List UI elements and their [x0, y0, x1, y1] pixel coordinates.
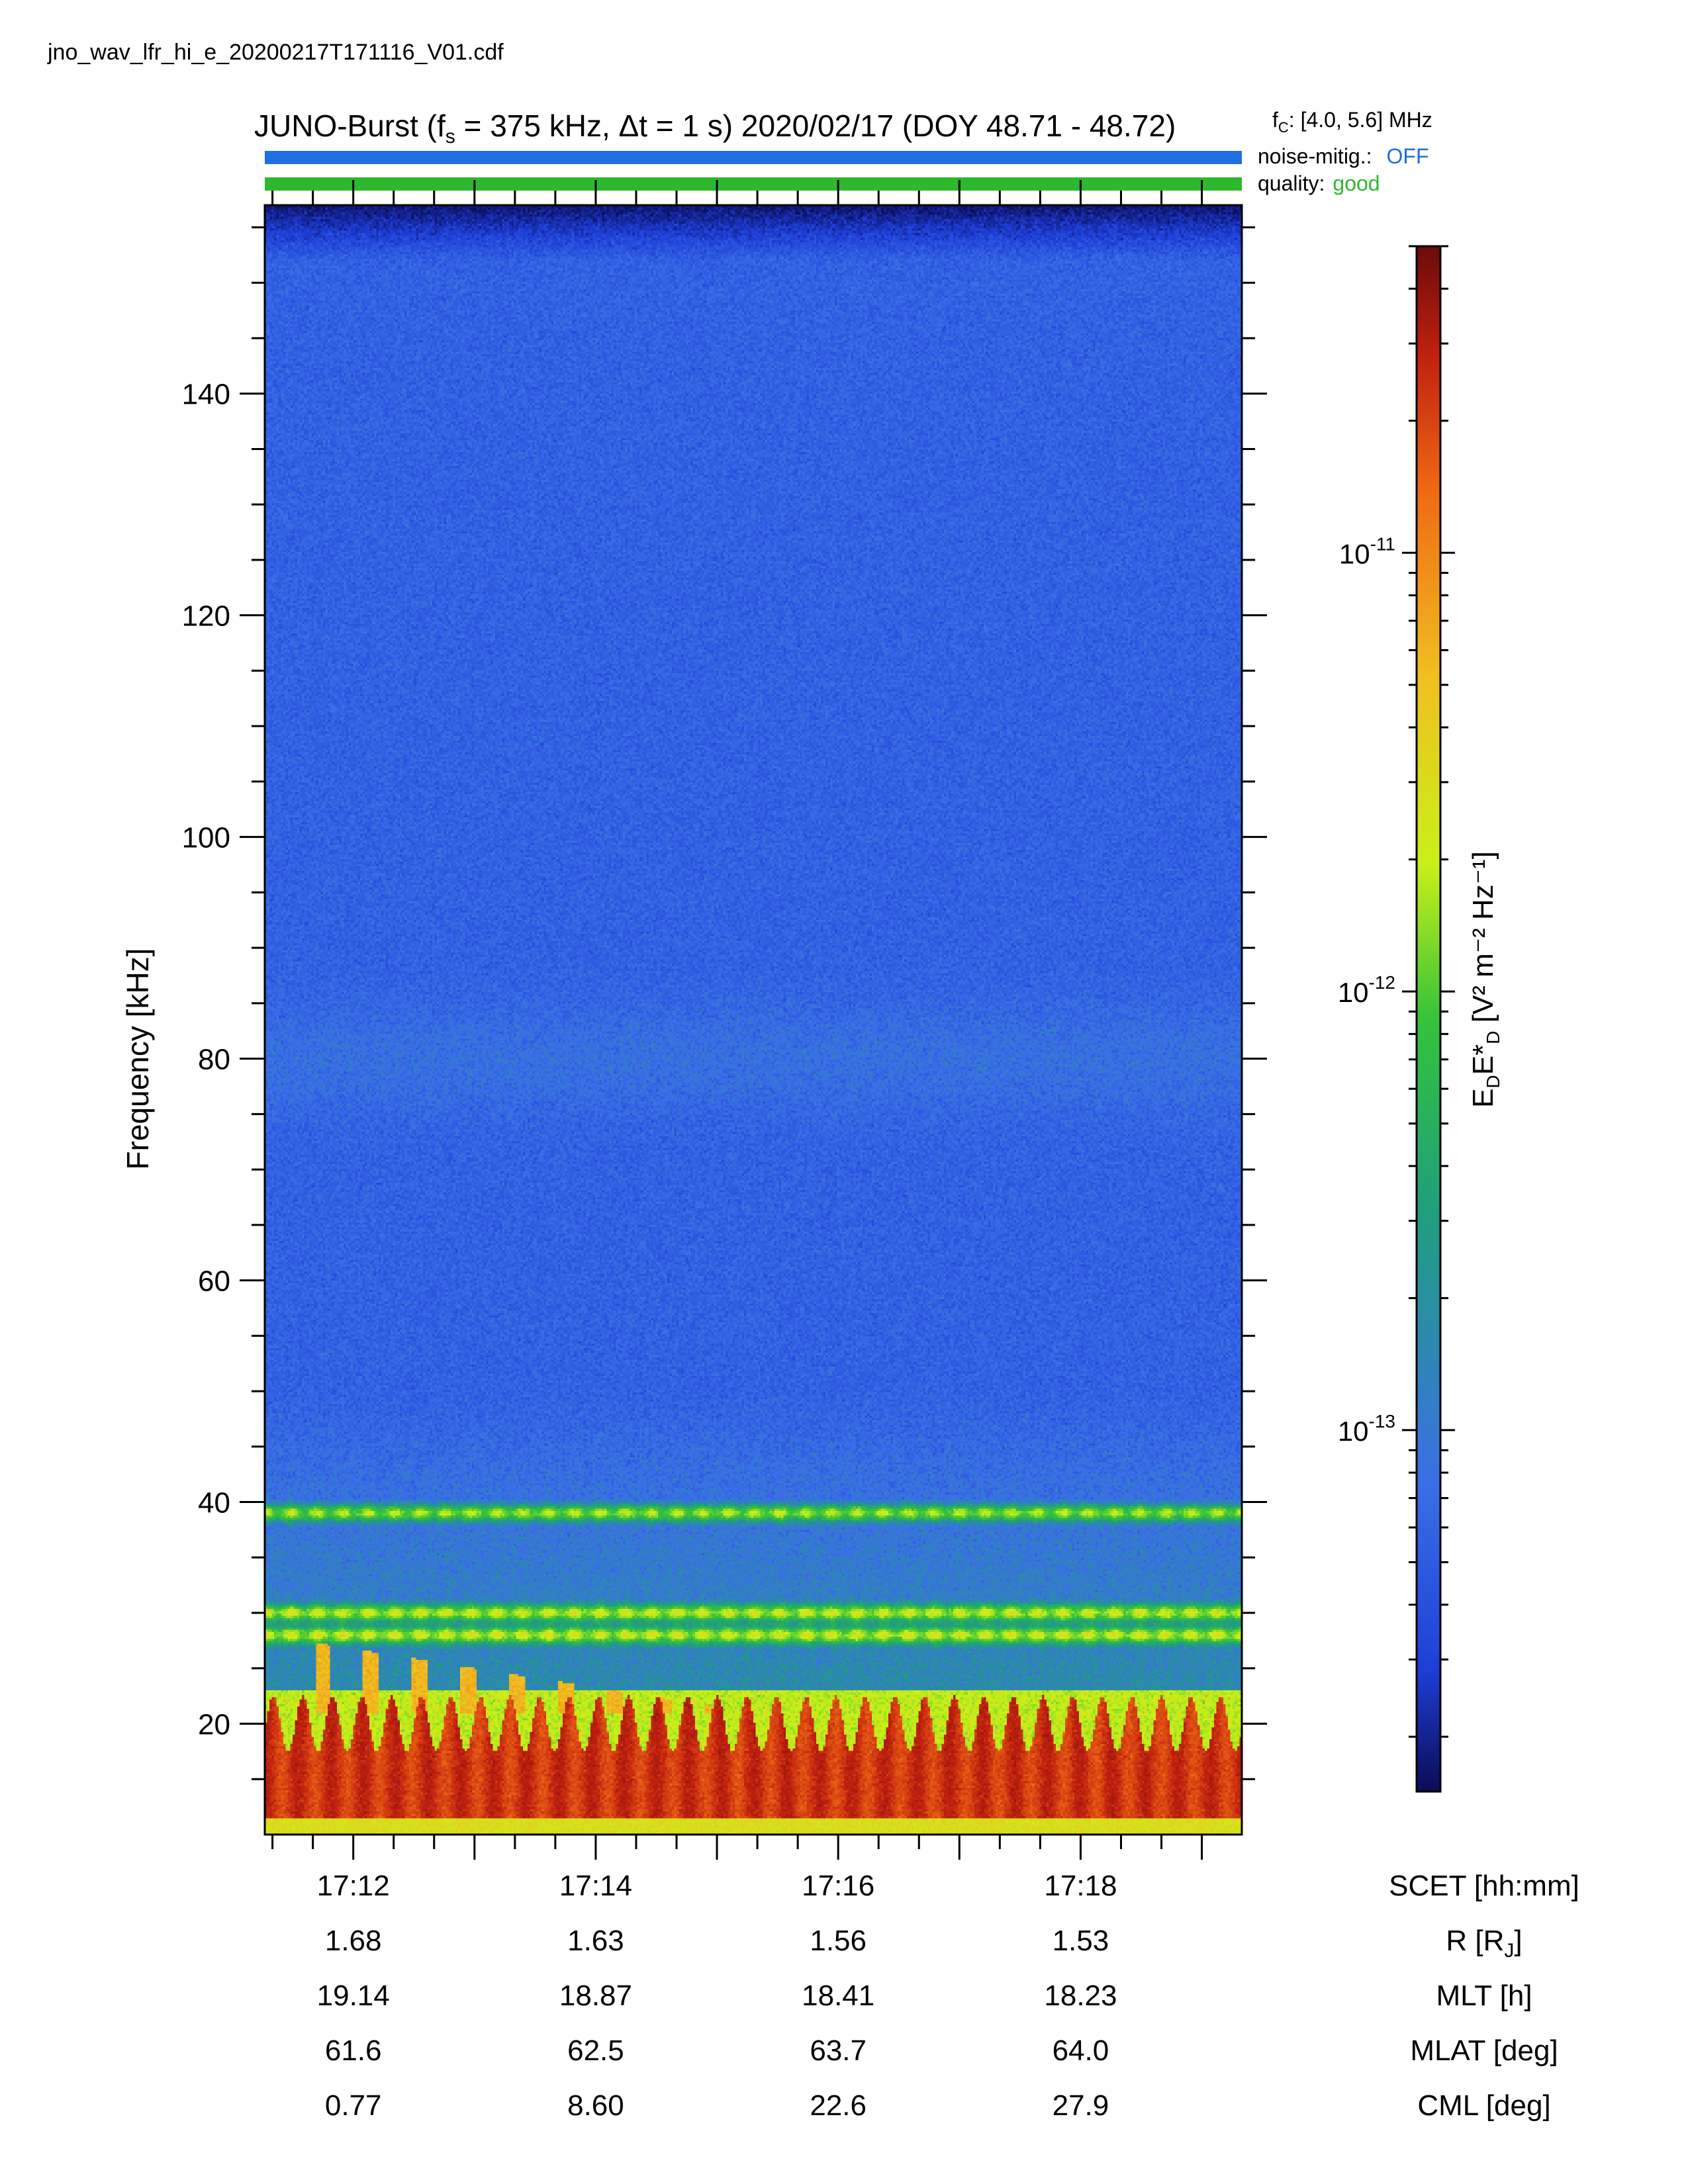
ephemeris-row-label: MLAT [deg]	[1410, 2034, 1558, 2067]
chart-title: JUNO-Burst (fs = 375 kHz, Δt = 1 s) 2020…	[254, 109, 1176, 148]
ephemeris-value: 18.87	[559, 1979, 632, 2012]
ephemeris-row-label: SCET [hh:mm]	[1389, 1870, 1579, 1902]
ephemeris-value: 62.5	[567, 2034, 624, 2067]
ephemeris-value: 63.7	[810, 2034, 867, 2067]
y-tick-label: 140	[182, 379, 230, 411]
colorbar-tick-label: 10-11	[1339, 533, 1395, 569]
y-tick-label: 60	[198, 1265, 230, 1298]
fc-label: fC: [4.0, 5.6] MHz	[1272, 108, 1432, 136]
colorbar-tick-label: 10-13	[1338, 1411, 1395, 1447]
y-tick-label: 40	[198, 1487, 230, 1520]
ephemeris-table: 17:12 17:14 17:16 17:18 SCET [hh:mm] 1.68 1.63…	[317, 1870, 1579, 2122]
y-tick-label: 100	[182, 822, 230, 854]
colorbar	[1417, 246, 1440, 1792]
ephemeris-value: 0.77	[325, 2089, 382, 2122]
y-tick-label: 80	[198, 1044, 230, 1076]
noise-mitigation-label: noise-mitig.: OFF	[1258, 144, 1429, 168]
ephemeris-value: 18.23	[1044, 1979, 1117, 2012]
ephemeris-value: 27.9	[1053, 2089, 1109, 2122]
colorbar-label: EDE*D [V² m⁻² Hz⁻¹]	[1467, 851, 1503, 1108]
ephemeris-value: 1.53	[1053, 1925, 1109, 1957]
ephemeris-row-label: MLT [h]	[1436, 1979, 1532, 2012]
noise-mitigation-bar	[265, 151, 1242, 164]
quality-label: quality: good	[1258, 171, 1380, 195]
ephemeris-value: 19.14	[317, 1979, 390, 2012]
quality-bar	[265, 177, 1242, 191]
ephemeris-value: 1.56	[810, 1925, 867, 1957]
y-axis-label: Frequency [kHz]	[120, 948, 155, 1170]
ephemeris-value: 61.6	[325, 2034, 382, 2067]
x-tick-label: 17:16	[802, 1870, 874, 1902]
ephemeris-value: 8.60	[567, 2089, 624, 2122]
x-tick-label: 17:18	[1044, 1870, 1117, 1902]
ephemeris-value: 18.41	[802, 1979, 874, 2012]
ephemeris-value: 1.68	[325, 1925, 382, 1957]
y-tick-label: 120	[182, 600, 230, 633]
ephemeris-row-label: CML [deg]	[1417, 2089, 1550, 2122]
ephemeris-value: 22.6	[810, 2089, 867, 2122]
colorbar-tick-label: 10-12	[1338, 972, 1395, 1008]
ephemeris-value: 1.63	[567, 1925, 624, 1957]
spectrogram-image	[265, 205, 1242, 1835]
ephemeris-value: 64.0	[1053, 2034, 1109, 2067]
x-tick-label: 17:14	[559, 1870, 632, 1902]
x-tick-label: 17:12	[317, 1870, 390, 1902]
y-tick-label: 20	[198, 1709, 230, 1741]
ephemeris-row-label: R [RJ]	[1446, 1925, 1522, 1962]
filename-label: jno_wav_lfr_hi_e_20200217T171116_V01.cdf	[47, 40, 504, 65]
spectrogram-plot	[265, 205, 1242, 1835]
